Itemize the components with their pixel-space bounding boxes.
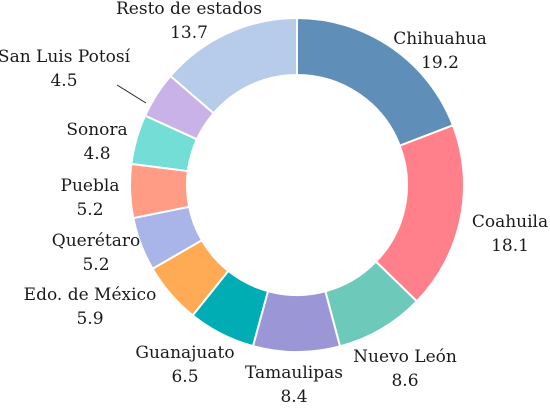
label-value-chihuahua: 19.2	[421, 53, 459, 73]
label-value-puebla: 5.2	[76, 200, 103, 220]
label-name-resto-de-estados: Resto de estados	[116, 0, 262, 19]
label-name-chihuahua: Chihuahua	[393, 29, 486, 49]
label-value-tamaulipas: 8.4	[280, 387, 307, 407]
label-name-guanajuato: Guanajuato	[135, 343, 234, 363]
label-value-coahuila: 18.1	[491, 236, 529, 256]
label-coahuila: Coahuila 18.1	[472, 212, 548, 256]
label-value-guanajuato: 6.5	[171, 367, 198, 387]
label-edo-de-mexico: Edo. de México 5.9	[24, 285, 157, 329]
label-san-luis-potosi: San Luis Potosí 4.5	[0, 47, 131, 91]
label-name-san-luis-potosi: San Luis Potosí	[0, 47, 131, 67]
label-value-edo-de-mexico: 5.9	[76, 309, 103, 329]
label-value-sonora: 4.8	[83, 144, 110, 164]
label-guanajuato: Guanajuato 6.5	[135, 343, 234, 387]
label-sonora: Sonora 4.8	[66, 120, 127, 164]
label-name-puebla: Puebla	[61, 176, 120, 196]
label-name-queretaro: Querétaro	[52, 231, 140, 251]
callout-line-san-luis-potosi	[116, 84, 147, 104]
label-queretaro: Querétaro 5.2	[52, 231, 140, 275]
label-name-coahuila: Coahuila	[472, 212, 548, 232]
label-nuevo-leon: Nuevo León 8.6	[353, 347, 457, 391]
slice-resto-de-estados	[169, 16, 298, 115]
label-chihuahua: Chihuahua 19.2	[393, 29, 486, 73]
label-name-edo-de-mexico: Edo. de México	[24, 285, 157, 305]
donut-slices	[129, 16, 465, 353]
label-value-resto-de-estados: 13.7	[170, 23, 208, 43]
label-name-tamaulipas: Tamaulipas	[245, 363, 343, 383]
label-value-nuevo-leon: 8.6	[391, 371, 418, 391]
label-tamaulipas: Tamaulipas 8.4	[245, 363, 343, 407]
label-resto-de-estados: Resto de estados 13.7	[116, 0, 262, 43]
label-puebla: Puebla 5.2	[61, 176, 120, 220]
label-name-nuevo-leon: Nuevo León	[353, 347, 457, 367]
label-value-san-luis-potosi: 4.5	[50, 71, 77, 91]
label-value-queretaro: 5.2	[82, 255, 109, 275]
label-name-sonora: Sonora	[66, 120, 127, 140]
